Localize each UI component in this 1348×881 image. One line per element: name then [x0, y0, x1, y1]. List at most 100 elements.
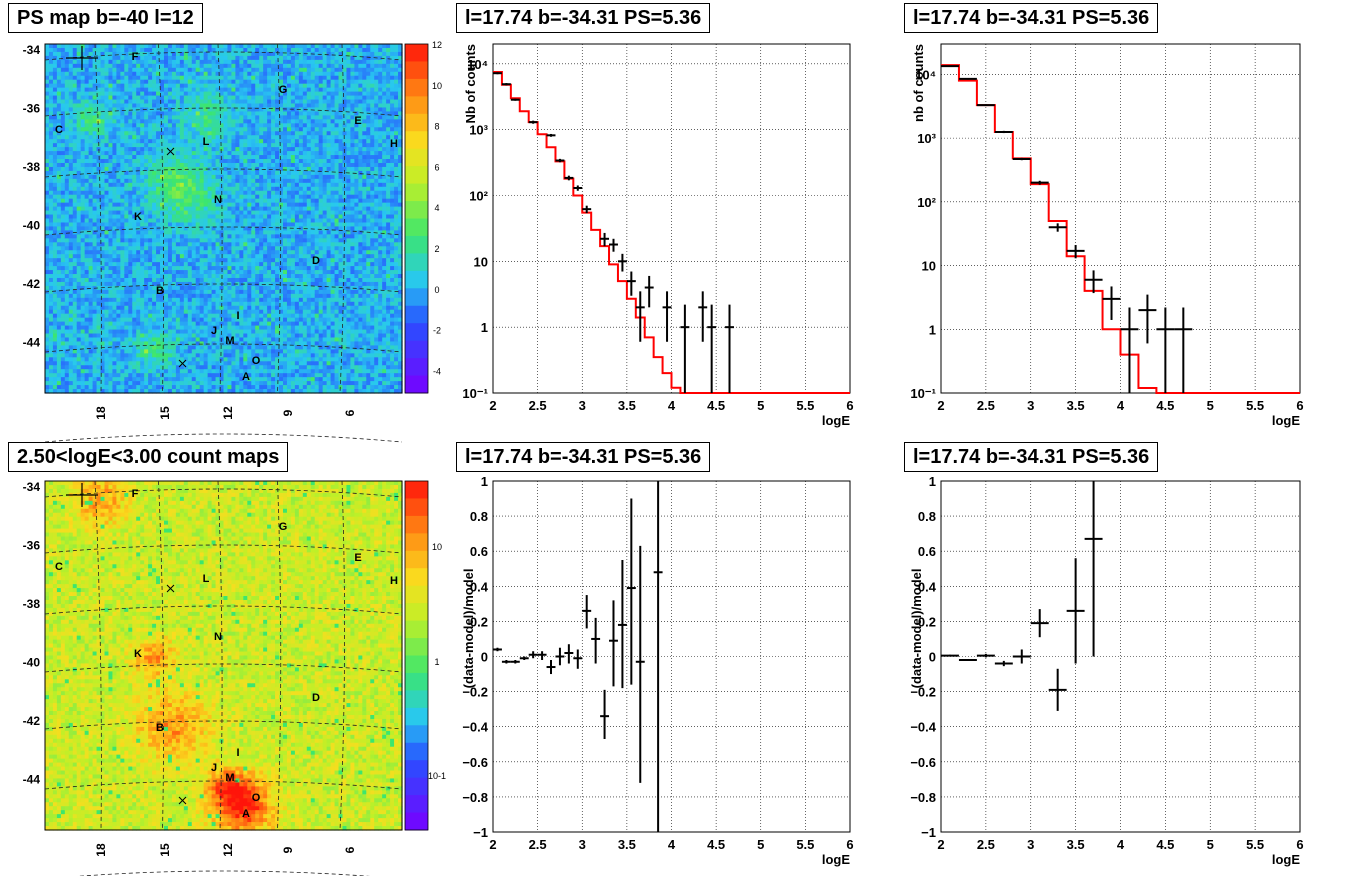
map-pixel: [96, 162, 102, 168]
map-pixel: [104, 174, 110, 180]
map-pixel: [124, 218, 129, 224]
map-pixel: [64, 51, 70, 57]
map-pixel: [167, 55, 173, 61]
map-pixel: [80, 99, 86, 105]
map-pixel: [203, 369, 209, 374]
map-pixel: [64, 139, 70, 144]
map-pixel: [84, 71, 90, 77]
map-pixel: [64, 123, 70, 128]
map-pixel: [45, 83, 50, 89]
map-pixel: [88, 270, 94, 275]
map-pixel: [255, 186, 260, 192]
map-pixel: [263, 186, 268, 192]
map-pixel: [255, 325, 260, 331]
map-pixel: [191, 381, 197, 386]
map-pixel: [45, 147, 50, 152]
map-pixel: [239, 361, 244, 366]
map-pixel: [219, 135, 225, 140]
map-pixel: [76, 266, 82, 271]
map-pixel: [108, 51, 114, 57]
map-pixel: [160, 131, 165, 136]
map-pixel: [156, 59, 161, 65]
map-pixel: [124, 365, 129, 370]
map-pixel: [96, 385, 102, 390]
map-pixel: [255, 226, 260, 231]
map-pixel: [251, 246, 256, 251]
map-pixel: [116, 234, 121, 239]
map-pixel: [231, 389, 236, 394]
map-pixel: [219, 361, 225, 366]
map-pixel: [52, 174, 58, 180]
map-pixel: [124, 317, 129, 323]
map-pixel: [211, 198, 217, 204]
map-pixel: [207, 277, 213, 283]
map-pixel: [167, 67, 173, 73]
map-pixel: [48, 151, 54, 156]
map-pixel: [207, 321, 213, 327]
map-pixel: [175, 365, 181, 370]
map-pixel: [231, 369, 236, 374]
map-pixel: [207, 155, 213, 160]
map-pixel: [223, 166, 229, 172]
map-pixel: [60, 202, 66, 208]
map-pixel: [45, 317, 50, 323]
map-pixel: [227, 234, 233, 239]
map-pixel: [108, 313, 114, 319]
map-pixel: [251, 369, 256, 374]
map-pixel: [156, 281, 161, 287]
map-pixel: [171, 246, 177, 251]
map-pixel: [243, 301, 248, 307]
map-pixel: [207, 170, 213, 176]
map-pixel: [140, 266, 145, 271]
map-pixel: [112, 47, 117, 53]
map-pixel: [171, 357, 177, 362]
map-pixel: [120, 289, 125, 295]
map-pixel: [92, 83, 98, 89]
map-pixel: [187, 218, 193, 224]
map-pixel: [136, 51, 141, 57]
map-pixel: [203, 289, 209, 295]
map-pixel: [104, 341, 110, 347]
map-pixel: [207, 313, 213, 319]
map-pixel: [227, 309, 233, 315]
map-pixel: [235, 91, 240, 97]
map-pixel: [60, 186, 66, 192]
map-pixel: [255, 277, 260, 283]
map-pixel: [120, 333, 125, 339]
map-pixel: [76, 75, 82, 81]
map-pixel: [80, 182, 86, 188]
map-pixel: [187, 44, 193, 49]
map-pixel: [223, 329, 229, 335]
map-pixel: [259, 87, 264, 93]
map-pixel: [92, 159, 98, 164]
map-pixel: [243, 238, 248, 243]
map-pixel: [72, 329, 78, 335]
map-pixel: [227, 147, 233, 152]
map-pixel: [183, 341, 189, 347]
map-pixel: [152, 226, 157, 231]
map-pixel: [108, 234, 114, 239]
map-pixel: [104, 159, 110, 164]
map-pixel: [239, 174, 244, 180]
map-pixel: [76, 385, 82, 390]
map-pixel: [251, 123, 256, 128]
map-pixel: [132, 143, 137, 148]
map-pixel: [152, 67, 157, 73]
map-pixel: [52, 55, 58, 61]
map-pixel: [195, 226, 201, 231]
map-pixel: [215, 67, 221, 73]
map-pixel: [251, 75, 256, 81]
map-pixel: [171, 293, 177, 299]
map-pixel: [148, 162, 153, 168]
map-pixel: [120, 226, 125, 231]
map-pixel: [227, 47, 233, 53]
map-pixel: [227, 313, 233, 319]
map-pixel: [195, 305, 201, 311]
map-pixel: [227, 194, 233, 200]
map-pixel: [136, 234, 141, 239]
map-pixel: [124, 103, 129, 109]
map-pixel: [171, 131, 177, 136]
map-pixel: [52, 321, 58, 327]
map-pixel: [92, 99, 98, 105]
map-pixel: [48, 230, 54, 235]
